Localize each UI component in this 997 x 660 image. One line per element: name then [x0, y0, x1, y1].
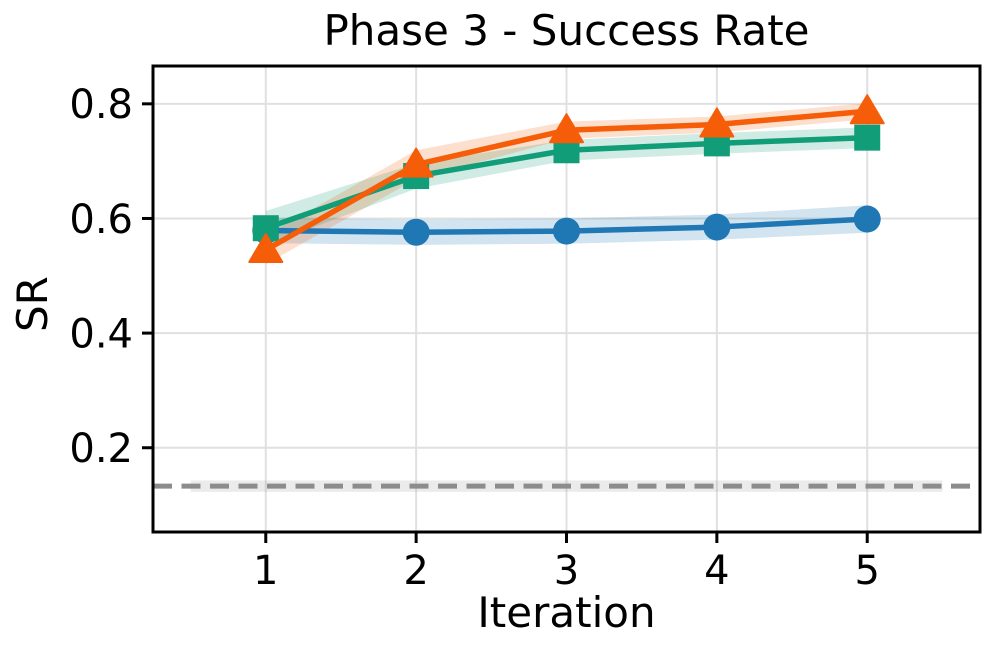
marker-circle	[853, 205, 881, 233]
chart-title: Phase 3 - Success Rate	[323, 6, 810, 55]
markers-orange-triangle-series	[248, 94, 885, 263]
y-tick-label: 0.4	[69, 312, 133, 358]
marker-triangle-up	[549, 113, 584, 144]
tick-marks	[142, 102, 869, 543]
marker-circle	[553, 217, 580, 245]
y-tick-labels: 0.2 0.4 0.6 0.8	[69, 82, 133, 472]
marker-triangle-up	[248, 232, 284, 263]
marker-square	[854, 124, 881, 151]
marker-triangle-up	[398, 147, 434, 178]
marker-triangle-up	[699, 107, 735, 138]
x-tick-label: 1	[253, 548, 278, 594]
x-tick-label: 3	[554, 548, 579, 594]
y-tick-label: 0.6	[69, 197, 133, 243]
marker-circle	[402, 218, 430, 246]
marker-circle	[703, 213, 731, 241]
x-tick-label: 5	[855, 548, 880, 594]
x-tick-label: 2	[403, 548, 428, 594]
y-tick-label: 0.2	[69, 426, 133, 472]
y-tick-label: 0.8	[69, 82, 133, 128]
marker-triangle-up	[849, 94, 885, 125]
x-tick-label: 4	[704, 548, 729, 594]
x-tick-labels: 1 2 3 4 5	[253, 548, 880, 594]
x-axis-label: Iteration	[477, 588, 656, 637]
